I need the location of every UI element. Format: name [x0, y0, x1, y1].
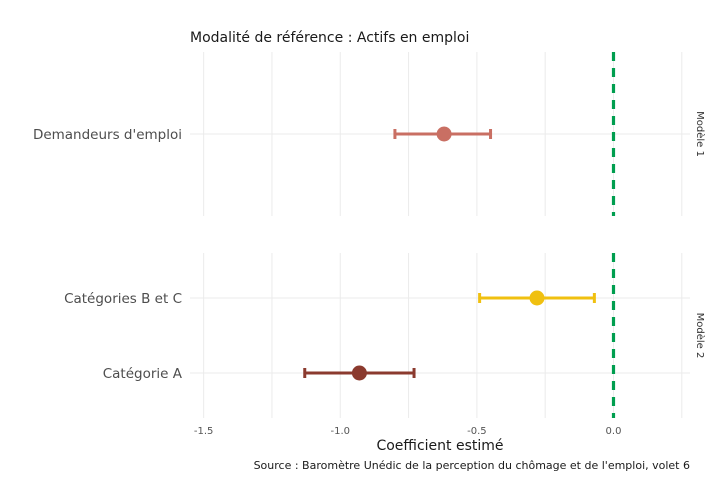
x-tick-label: -0.5 [467, 426, 487, 437]
facet-panel: Demandeurs d'emploi Modèle 1 [33, 52, 706, 216]
estimate-point [529, 290, 545, 306]
category-label: Demandeurs d'emploi [33, 127, 182, 143]
x-axis-title: Coefficient estimé [376, 438, 503, 454]
x-tick-label: -1.5 [194, 426, 214, 437]
category-label: Catégories B et C [64, 291, 182, 307]
chart-title: Modalité de référence : Actifs en emploi [190, 30, 469, 46]
estimate-point [351, 365, 367, 381]
chart-caption: Source : Baromètre Unédic de la percepti… [254, 459, 690, 472]
x-axis: -1.5 -1.0 -0.5 0.0 [194, 426, 622, 437]
facet-panels: Demandeurs d'emploi Modèle 1 Catégories B … [33, 52, 706, 418]
facet-panel: Catégories B et C Catégorie A Modèle 2 [64, 253, 706, 418]
facet-strip-label: Modèle 2 [694, 313, 706, 359]
facet-strip-label: Modèle 1 [694, 111, 706, 157]
estimate-point [436, 126, 452, 142]
category-label: Catégorie A [103, 366, 183, 382]
x-tick-label: 0.0 [606, 426, 622, 437]
x-tick-label: -1.0 [331, 426, 351, 437]
